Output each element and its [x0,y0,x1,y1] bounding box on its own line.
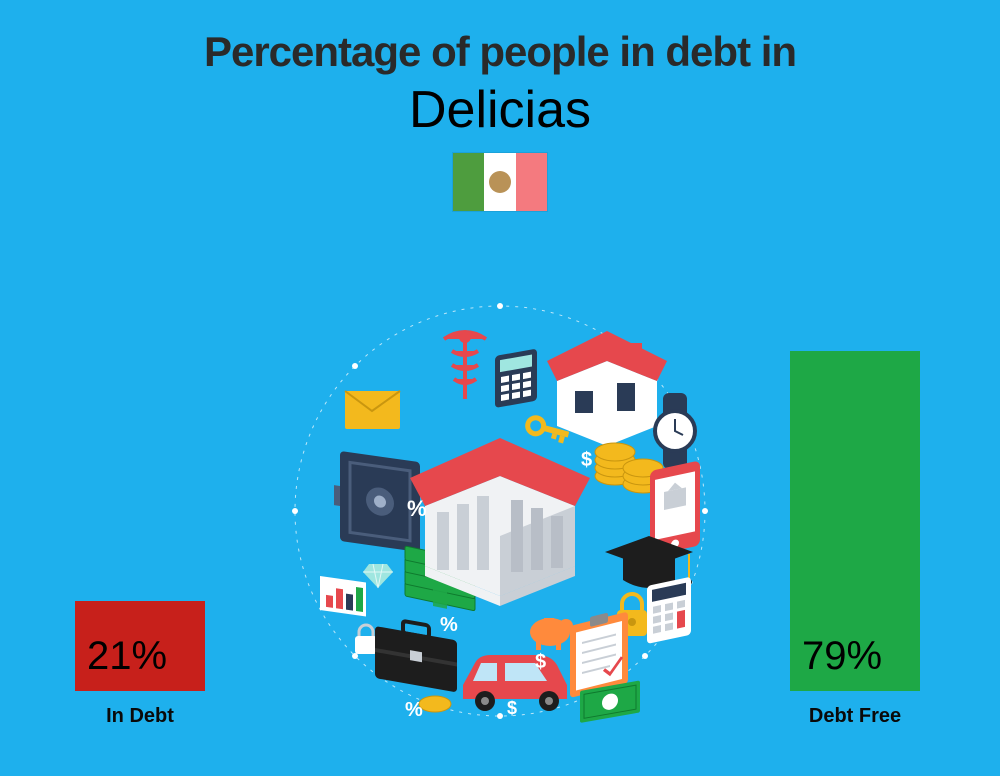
bar-label-debt-free: Debt Free [790,705,920,728]
svg-text:%: % [440,614,458,636]
bar-value-debt-free: 79% [802,634,882,679]
location-subtitle: Delicias [0,80,1000,140]
svg-text:$: $ [581,449,592,471]
svg-text:%: % [407,496,427,521]
chart-area: % % % $ $ $ 21% In Debt 79% Debt Free [0,236,1000,776]
bar-debt-free: 79% [790,351,920,691]
bar-label-in-debt: In Debt [75,705,205,728]
flag-stripe-left [453,153,484,211]
center-finance-graphic: % % % $ $ $ [285,296,715,726]
flag-icon [452,152,548,212]
finance-collage-icon: % % % $ $ $ [285,296,715,726]
page-title: Percentage of people in debt in [0,0,1000,76]
svg-text:$: $ [507,698,517,718]
bar-in-debt: 21% [75,601,205,691]
bar-value-in-debt: 21% [87,634,167,679]
svg-text:%: % [405,699,423,721]
bar-group-debt-free: 79% Debt Free [790,351,920,728]
flag-emblem-icon [489,171,511,193]
flag-stripe-right [516,153,547,211]
bar-group-in-debt: 21% In Debt [75,601,205,728]
svg-text:$: $ [535,651,546,673]
